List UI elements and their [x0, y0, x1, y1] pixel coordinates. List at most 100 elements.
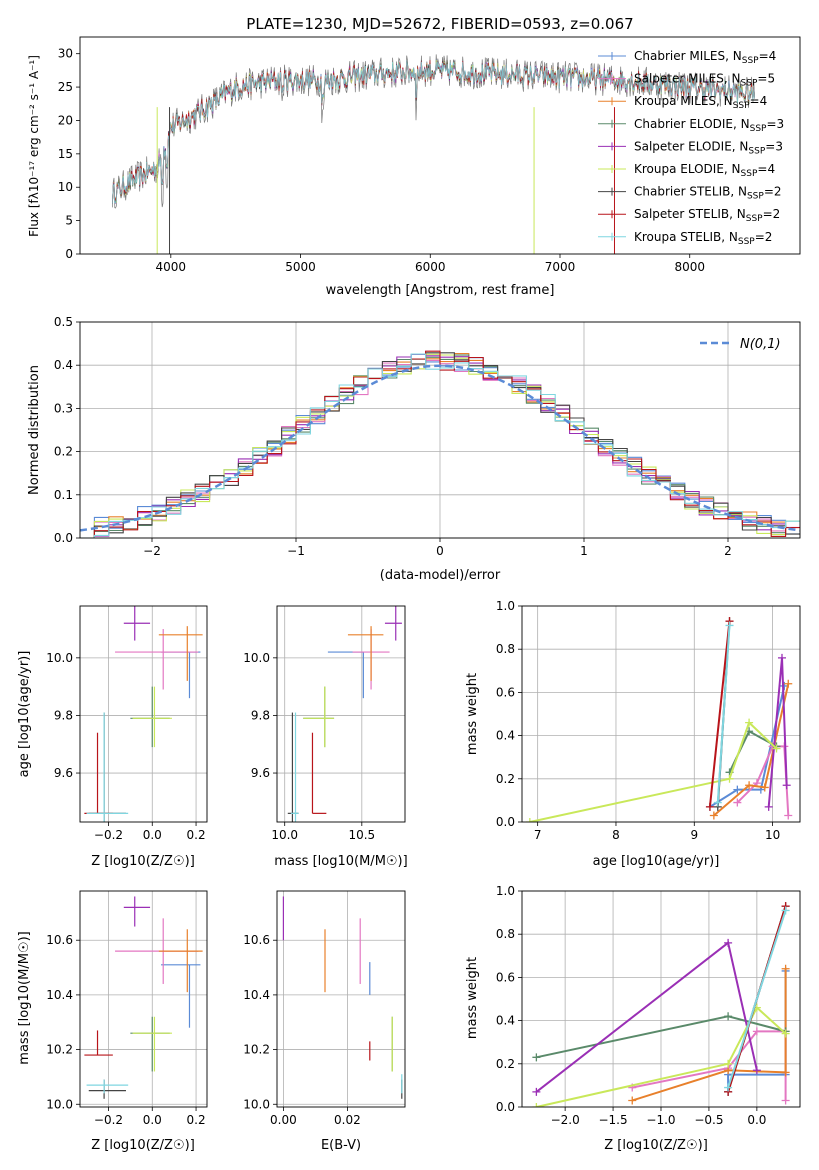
spectrum-model-line-kroupa_stelib [112, 60, 755, 204]
y-tick-label: 0.8 [496, 642, 515, 656]
weight-marker-salpeter_miles [784, 811, 793, 820]
residuals-legend: N(0,1) [700, 337, 781, 352]
weight-marker-kroupa_elodie [781, 1029, 790, 1038]
y-tick-label: 0.2 [54, 445, 73, 459]
age-vs-z-xlabel: Z [log10(Z/Z☉)] [91, 854, 195, 869]
y-tick-label: 0.8 [496, 927, 515, 941]
x-tick-label: 9 [690, 828, 698, 842]
spectrum-ylabel: Flux [fλ10⁻¹⁷ erg cm⁻² s⁻¹ A⁻¹] [27, 55, 41, 237]
x-tick-label: −1 [287, 544, 305, 558]
x-tick-label: 10.0 [271, 828, 298, 842]
weight-vs-z-panel: −2.0 −1.5 −1.0 −0.5 0.0 0.0 0.2 0.4 0.6 0.8 1.0 Z … [465, 884, 801, 1153]
histogram-step-salpeter_stelib [80, 350, 800, 538]
weight-marker-salpeter_elodie [532, 1087, 541, 1096]
y-tick-label: 10.6 [46, 933, 73, 947]
weight-marker-kroupa_elodie [525, 818, 534, 822]
x-tick-label: 2 [724, 544, 732, 558]
axes-frame [521, 605, 801, 823]
x-tick-label: −1.0 [646, 1113, 675, 1127]
age-vs-z-panel: −0.2 0.0 0.2 9.6 9.8 10.0 Z [log10(Z/Z☉)] age… [17, 605, 208, 869]
y-tick-label: 0.2 [496, 772, 515, 786]
weight-marker-kroupa_stelib [713, 798, 722, 807]
spectrum-legend: Chabrier MILES, NSSP=4 Salpeter MILES, NS… [598, 49, 784, 247]
y-tick-label: 10.0 [243, 1097, 270, 1111]
weight-marker-kroupa_miles [784, 679, 793, 688]
y-tick-label: 30 [58, 47, 73, 61]
y-tick-label: 0.0 [496, 1100, 515, 1114]
y-tick-label: 0.3 [54, 401, 73, 415]
weight-marker-kroupa_miles [760, 783, 769, 792]
weight-marker-kroupa_miles [781, 964, 790, 973]
y-tick-label: 9.8 [251, 708, 270, 722]
x-tick-label: 0 [436, 544, 444, 558]
weight-marker-salpeter_miles [752, 1027, 761, 1036]
spectrum-panel: PLATE=1230, MJD=52672, FIBERID=0593, z=0… [27, 15, 801, 298]
x-tick-label: −0.2 [94, 828, 123, 842]
spectrum-title: PLATE=1230, MJD=52672, FIBERID=0593, z=0… [246, 15, 633, 33]
y-tick-label: 10.4 [46, 988, 73, 1002]
y-tick-label: 9.8 [54, 708, 73, 722]
gaussian-curve [80, 364, 800, 532]
mass-vs-ebv-xlabel: E(B-V) [321, 1138, 361, 1153]
weight-marker-kroupa_miles [745, 781, 754, 790]
spectrum-legend-label: Kroupa ELODIE, NSSP=4 [634, 162, 775, 179]
weight-marker-salpeter_elodie [782, 781, 791, 790]
axes-frame [79, 890, 208, 1108]
y-tick-label: 10.6 [243, 933, 270, 947]
x-tick-label: 6000 [415, 260, 446, 274]
age-vs-mass-xlabel: mass [log10(M/M☉)] [274, 854, 407, 869]
spectrum-legend-label: Salpeter ELODIE, NSSP=3 [634, 139, 783, 156]
weight-marker-kroupa_stelib [725, 621, 734, 630]
y-tick-label: 0.5 [54, 315, 73, 329]
weight-marker-kroupa_elodie [724, 1059, 733, 1068]
x-tick-label: 0.0 [747, 1113, 766, 1127]
weight-marker-chabrier_elodie [532, 1053, 541, 1062]
weight-marker-kroupa_miles [709, 811, 718, 820]
x-tick-label: 0.00 [270, 1113, 297, 1127]
weight-marker-kroupa_elodie [725, 774, 734, 783]
y-tick-label: 15 [58, 147, 73, 161]
weight-marker-kroupa_miles [781, 1068, 790, 1077]
weight-line-kroupa_stelib [727, 910, 787, 1088]
weight-marker-kroupa_stelib [724, 1083, 733, 1092]
weight-line-kroupa_elodie [536, 1005, 787, 1107]
y-tick-label: 10.4 [243, 988, 270, 1002]
x-tick-label: 0.0 [143, 828, 162, 842]
weight-marker-kroupa_elodie [532, 1103, 541, 1107]
weight-vs-age-ylabel: mass weight [465, 673, 480, 755]
age-vs-mass-panel: 10.0 10.5 9.6 9.8 10.0 mass [log10(M/M☉)] [243, 605, 408, 869]
spectrum-legend-label: Salpeter MILES, NSSP=5 [634, 72, 775, 89]
axes-frame [276, 890, 406, 1108]
y-tick-label: 0.6 [496, 970, 515, 984]
weight-marker-salpeter_miles [733, 798, 742, 807]
y-tick-label: 5 [65, 214, 73, 228]
x-tick-label: 8000 [674, 260, 705, 274]
x-tick-label: 10 [765, 828, 780, 842]
weight-line-kroupa_elodie [529, 720, 778, 822]
residuals-panel: −2 −1 0 1 2 0.0 0.1 0.2 0.3 0.4 0.5 (data-model)/e… [27, 315, 801, 583]
weight-marker-kroupa_stelib [781, 906, 790, 915]
x-tick-label: 1 [580, 544, 588, 558]
y-tick-label: 10.0 [46, 1097, 73, 1111]
weight-vs-z-xlabel: Z [log10(Z/Z☉)] [604, 1138, 708, 1153]
weight-marker-salpeter_elodie [777, 653, 786, 662]
y-tick-label: 0.4 [496, 1014, 515, 1028]
x-tick-label: 7000 [545, 260, 576, 274]
weight-marker-salpeter_elodie [764, 802, 773, 811]
axes-frame [79, 36, 801, 255]
x-tick-label: 0.02 [334, 1113, 361, 1127]
spectrum-legend-label: Salpeter STELIB, NSSP=2 [634, 207, 780, 224]
x-tick-label: −0.2 [94, 1113, 123, 1127]
x-tick-label: −2 [143, 544, 161, 558]
y-tick-label: 0.0 [54, 531, 73, 545]
mass-vs-z-ylabel: mass [log10(M/M☉)] [17, 931, 32, 1064]
y-tick-label: 0.4 [496, 729, 515, 743]
axes-frame [79, 321, 801, 539]
spectrum-legend-label: Chabrier MILES, NSSP=4 [634, 49, 776, 66]
mass-vs-ebv-panel: 0.00 0.02 10.0 10.2 10.4 10.6 E(B-V) [243, 890, 406, 1153]
y-tick-label: 0.0 [496, 815, 515, 829]
axes-frame [521, 890, 801, 1108]
weight-line-salpeter_stelib [708, 620, 731, 808]
weight-vs-z-ylabel: mass weight [465, 957, 480, 1039]
x-tick-label: 0.0 [143, 1113, 162, 1127]
